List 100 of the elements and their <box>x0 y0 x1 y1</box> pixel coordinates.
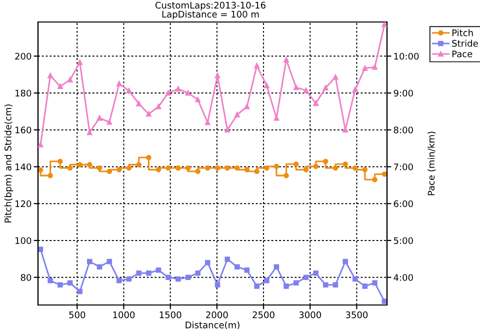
y2-tick-label: 7:00 <box>394 163 413 170</box>
x-axis-title: Distance(m) <box>186 321 240 329</box>
point <box>303 88 309 94</box>
point <box>86 258 92 264</box>
y2-tick-label: 5:00 <box>394 237 413 244</box>
x-tick-label: 1000 <box>113 311 135 318</box>
point <box>332 165 338 171</box>
point <box>284 284 289 289</box>
point <box>352 276 358 282</box>
point <box>362 167 368 172</box>
point <box>372 176 378 182</box>
point <box>185 165 191 171</box>
point <box>38 142 44 148</box>
point <box>58 282 63 288</box>
point <box>274 264 280 270</box>
point <box>244 104 250 110</box>
point <box>126 165 132 171</box>
point <box>195 168 200 174</box>
point <box>224 165 230 171</box>
point <box>274 164 280 169</box>
point <box>382 298 387 304</box>
x-tick-label: 2000 <box>206 311 228 318</box>
point <box>322 282 328 288</box>
point <box>303 274 309 280</box>
point <box>234 264 240 270</box>
point <box>313 270 318 276</box>
point <box>38 246 44 252</box>
point <box>264 278 270 284</box>
point <box>342 162 348 167</box>
y-tick-label: 160 <box>16 126 32 134</box>
point <box>176 86 181 92</box>
y-tick-label: 200 <box>15 52 32 60</box>
point <box>96 115 102 121</box>
y2-axis-title: Pace (min/km) <box>428 132 436 196</box>
point <box>116 278 122 284</box>
point <box>332 282 338 288</box>
y-axis-title: Pitch(bpm) and Stride(cm) <box>4 104 14 222</box>
point <box>382 171 387 177</box>
point <box>254 168 260 174</box>
y2-tick-label: 8:00 <box>394 126 413 134</box>
y-tick-label: 180 <box>16 90 32 97</box>
point <box>146 154 152 160</box>
point <box>146 270 152 276</box>
chart-subtitle: LapDistance = 100 m <box>162 10 259 20</box>
x-tick-label: 500 <box>69 311 86 318</box>
point <box>67 280 73 286</box>
point <box>77 60 82 66</box>
point <box>166 90 171 96</box>
point <box>185 90 191 96</box>
point <box>58 158 63 164</box>
point <box>48 172 53 178</box>
point <box>156 104 162 110</box>
point <box>322 85 328 90</box>
y2-tick-label: 10:00 <box>394 52 419 60</box>
point <box>204 260 210 266</box>
point <box>86 162 92 168</box>
point <box>204 120 210 126</box>
point <box>322 158 328 164</box>
y-tick-label: 120 <box>16 200 32 208</box>
point <box>106 119 112 125</box>
point <box>176 276 181 282</box>
point <box>166 274 171 280</box>
point <box>166 165 171 171</box>
y2-tick-label: 4:00 <box>394 274 413 281</box>
y-tick-label: 140 <box>16 163 32 170</box>
point <box>146 111 152 117</box>
x-tick-label: 2500 <box>252 311 274 318</box>
point <box>136 162 142 168</box>
y-tick-label: 100 <box>16 237 32 244</box>
point <box>284 172 289 178</box>
y2-tick-label: 9:00 <box>394 90 413 97</box>
point <box>96 264 102 270</box>
point <box>176 165 181 171</box>
chart-title: CustomLaps:2013-10-16 <box>155 2 266 10</box>
point <box>86 130 92 136</box>
point <box>204 165 210 171</box>
point <box>244 268 250 273</box>
x-tick-label: 3500 <box>346 311 368 318</box>
point <box>77 162 82 168</box>
point <box>214 282 220 288</box>
point <box>342 258 348 264</box>
point <box>126 276 132 282</box>
point <box>294 280 299 286</box>
y2-tick-label: 6:00 <box>394 200 413 208</box>
point <box>156 167 162 172</box>
legend-label: Pitch <box>452 29 473 36</box>
point <box>214 165 220 171</box>
point <box>195 96 200 102</box>
point <box>254 284 260 289</box>
x-tick-label: 1500 <box>160 311 182 318</box>
point <box>382 22 387 28</box>
point <box>313 164 318 169</box>
point <box>264 82 270 88</box>
point <box>116 167 122 172</box>
point <box>244 167 250 172</box>
point <box>234 165 240 171</box>
point <box>224 256 230 262</box>
point <box>294 84 299 90</box>
point <box>332 74 338 80</box>
point <box>303 167 309 172</box>
